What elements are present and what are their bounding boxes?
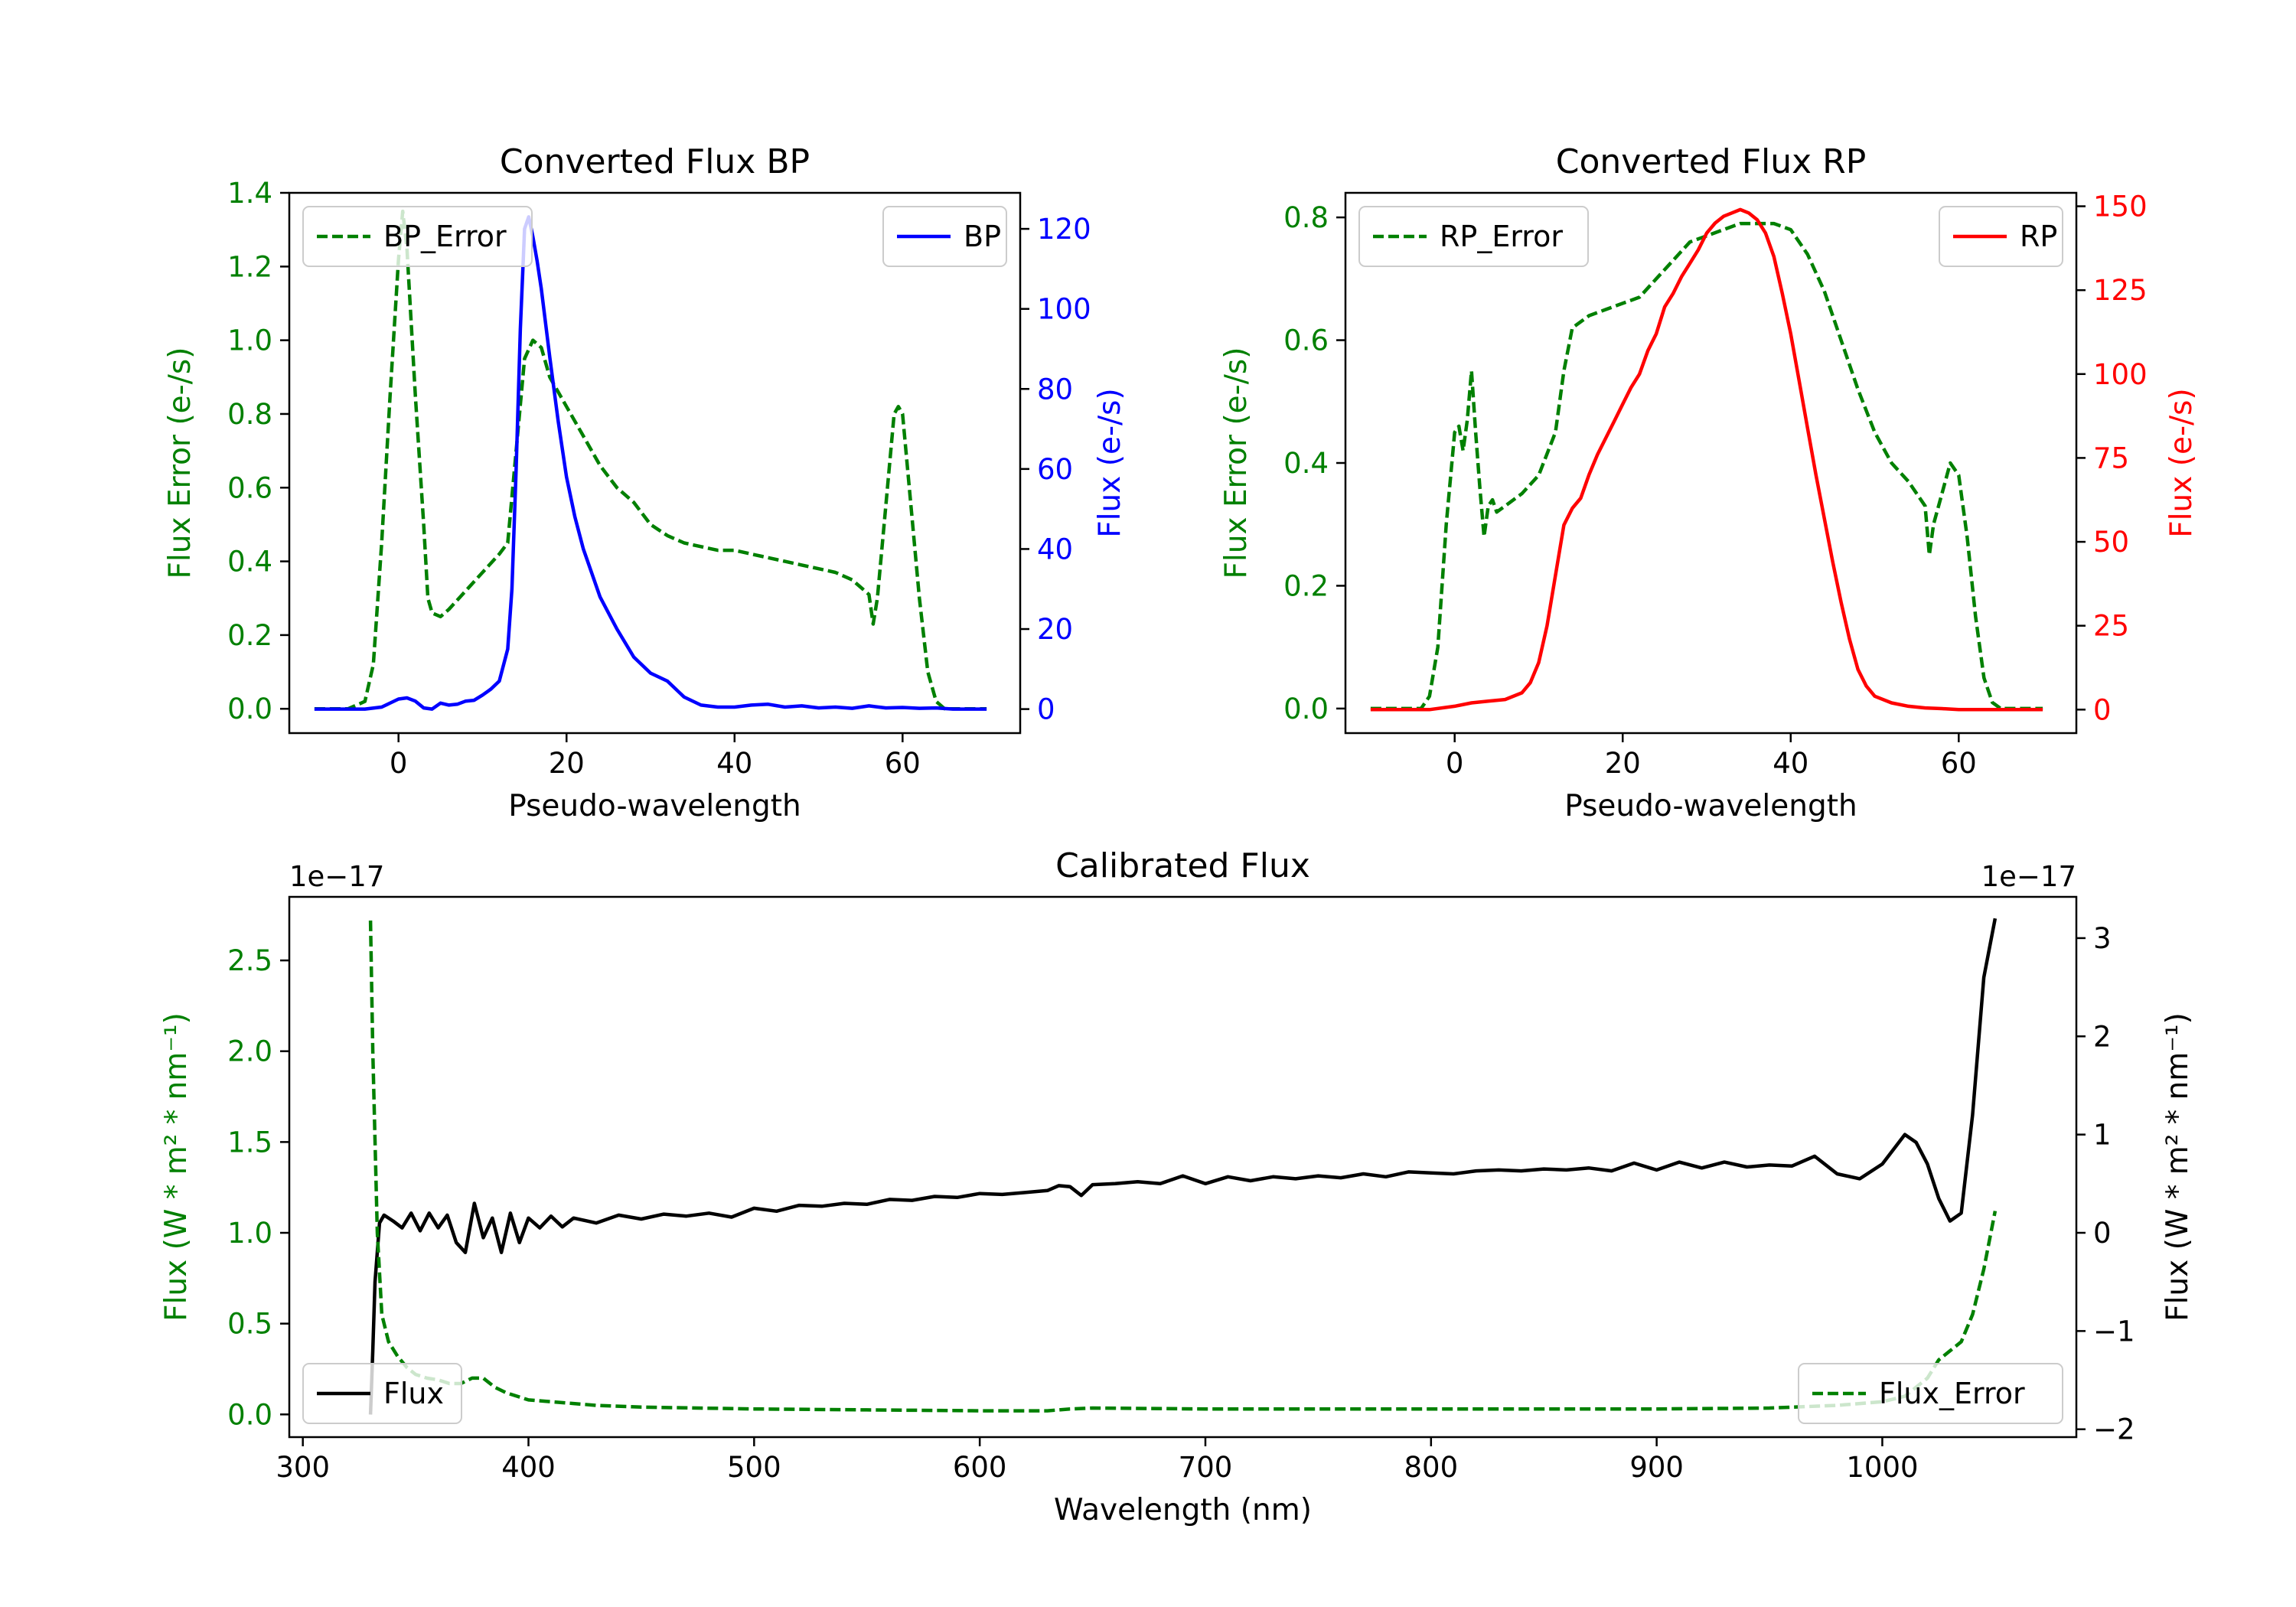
x-tick-label: 800 <box>1404 1451 1458 1484</box>
series-line-rp-error <box>1370 221 2043 711</box>
right-y-tick-label: 50 <box>2093 526 2129 559</box>
series-line-bp-error <box>314 209 987 711</box>
right-y-axis-label: Flux (e-/s) <box>1093 388 1127 537</box>
legend-box <box>1798 1363 2063 1424</box>
legend-label: RP_Error <box>1440 220 1563 253</box>
legend-box <box>1358 206 1589 267</box>
legend-flux: Flux <box>302 1363 462 1424</box>
right-y-tick-label: 100 <box>2093 358 2148 391</box>
legend-bp-error: BP_Error <box>302 206 533 267</box>
axes-frame <box>1344 191 2078 735</box>
right-y-tick-label: 40 <box>1037 533 1073 566</box>
right-y-tick-label: 120 <box>1037 213 1091 246</box>
legend-rp: RP <box>1939 206 2063 267</box>
right-y-tick-label: 0 <box>1037 693 1055 726</box>
legend-label: BP_Error <box>383 220 507 253</box>
left-y-tick-label: 2.5 <box>227 944 272 977</box>
legend-label: BP <box>964 220 1001 253</box>
right-y-axis-label: Flux (e-/s) <box>2164 388 2199 537</box>
chart-title: Calibrated Flux <box>1055 846 1310 885</box>
series-line-flux <box>368 918 1998 1415</box>
legend-bp: BP <box>882 206 1007 267</box>
right-y-tick-label: 100 <box>1037 293 1091 326</box>
x-tick-label: 60 <box>1941 747 1977 780</box>
left-y-tick-label: 0.0 <box>227 693 272 725</box>
left-y-tick-label: 0.0 <box>227 1398 272 1431</box>
legend-label: Flux <box>383 1377 444 1410</box>
left-y-tick-label: 0.6 <box>1283 324 1329 357</box>
legend-label: Flux_Error <box>1879 1377 2025 1410</box>
x-tick-label: 20 <box>549 747 585 780</box>
left-y-tick-label: 0.6 <box>227 471 272 504</box>
right-y-tick-label: 1 <box>2093 1119 2112 1152</box>
legend-rp-error: RP_Error <box>1358 206 1589 267</box>
x-tick-label: 0 <box>390 747 408 780</box>
right-y-tick-label: −2 <box>2093 1413 2135 1446</box>
right-offset-text: 1e−17 <box>1981 860 2076 893</box>
left-y-tick-label: 1.5 <box>227 1126 272 1159</box>
series-line-bp <box>314 215 987 711</box>
left-y-tick-label: 1.0 <box>227 324 272 357</box>
right-y-tick-label: 80 <box>1037 373 1073 406</box>
legend-flux-error: Flux_Error <box>1798 1363 2063 1424</box>
left-offset-text: 1e−17 <box>289 860 384 893</box>
left-y-axis-label: Flux (W * m² * nm⁻¹) <box>159 1012 194 1322</box>
left-y-tick-label: 0.8 <box>1283 201 1329 234</box>
right-y-axis-label: Flux (W * m² * nm⁻¹) <box>2161 1012 2195 1322</box>
x-tick-label: 400 <box>501 1451 556 1484</box>
right-y-tick-label: 60 <box>1037 453 1073 486</box>
x-tick-label: 1000 <box>1846 1451 1918 1484</box>
left-y-tick-label: 0.8 <box>227 398 272 431</box>
right-y-tick-label: 125 <box>2093 274 2148 307</box>
chart-2: 0 20 40 60 Pseudo-wavelength 0.0 0.2 0.4 0.6 0.8 0… <box>1219 142 2199 823</box>
right-y-tick-label: 75 <box>2093 442 2129 474</box>
legend-label: RP <box>2020 220 2057 253</box>
left-y-tick-label: 0.4 <box>227 546 272 579</box>
x-tick-label: 20 <box>1605 747 1641 780</box>
left-y-tick-label: 1.2 <box>227 250 272 283</box>
left-y-tick-label: 0.2 <box>227 619 272 652</box>
x-tick-label: 900 <box>1629 1451 1684 1484</box>
x-tick-label: 60 <box>885 747 921 780</box>
right-y-tick-label: 25 <box>2093 610 2129 643</box>
x-axis-label: Wavelength (nm) <box>1054 1493 1312 1527</box>
x-tick-label: 600 <box>953 1451 1007 1484</box>
left-y-tick-label: 0.0 <box>1283 693 1329 725</box>
axes-frame <box>288 191 1022 735</box>
left-y-tick-label: 0.4 <box>1283 447 1329 480</box>
chart-title: Converted Flux RP <box>1556 142 1867 181</box>
right-y-tick-label: 150 <box>2093 191 2148 223</box>
left-y-axis-label: Flux Error (e-/s) <box>163 347 197 579</box>
x-tick-label: 300 <box>276 1451 330 1484</box>
x-axis-label: Pseudo-wavelength <box>1564 789 1857 823</box>
right-y-tick-label: −1 <box>2093 1315 2135 1348</box>
x-axis-label: Pseudo-wavelength <box>508 789 801 823</box>
x-tick-label: 40 <box>1773 747 1808 780</box>
x-tick-label: 700 <box>1179 1451 1233 1484</box>
left-y-tick-label: 1.4 <box>227 177 272 210</box>
right-y-tick-label: 0 <box>2093 1217 2112 1250</box>
chart-1: 0 20 40 60 Pseudo-wavelength 0.0 0.2 0.4 0.6 0.8 1… <box>163 142 1127 823</box>
right-y-tick-label: 3 <box>2093 922 2112 955</box>
x-tick-label: 500 <box>727 1451 781 1484</box>
x-tick-label: 40 <box>716 747 752 780</box>
chart-title: Converted Flux BP <box>500 142 810 181</box>
axes-frame <box>288 895 2078 1439</box>
left-y-axis-label: Flux Error (e-/s) <box>1219 347 1254 579</box>
x-tick-label: 0 <box>1446 747 1464 780</box>
left-y-tick-label: 1.0 <box>227 1217 272 1250</box>
right-y-tick-label: 0 <box>2093 693 2112 726</box>
legend-box <box>302 206 533 267</box>
left-y-tick-label: 0.2 <box>1283 569 1329 602</box>
right-y-tick-label: 2 <box>2093 1020 2112 1053</box>
legend-box <box>302 1363 462 1424</box>
series-line-rp <box>1370 207 2043 712</box>
left-y-tick-label: 2.0 <box>227 1035 272 1068</box>
left-y-tick-label: 0.5 <box>227 1308 272 1341</box>
right-y-tick-label: 20 <box>1037 613 1073 646</box>
chart-3: 300 400 500 600 700 800 900 1000 Wavelength (nm)… <box>159 846 2195 1527</box>
